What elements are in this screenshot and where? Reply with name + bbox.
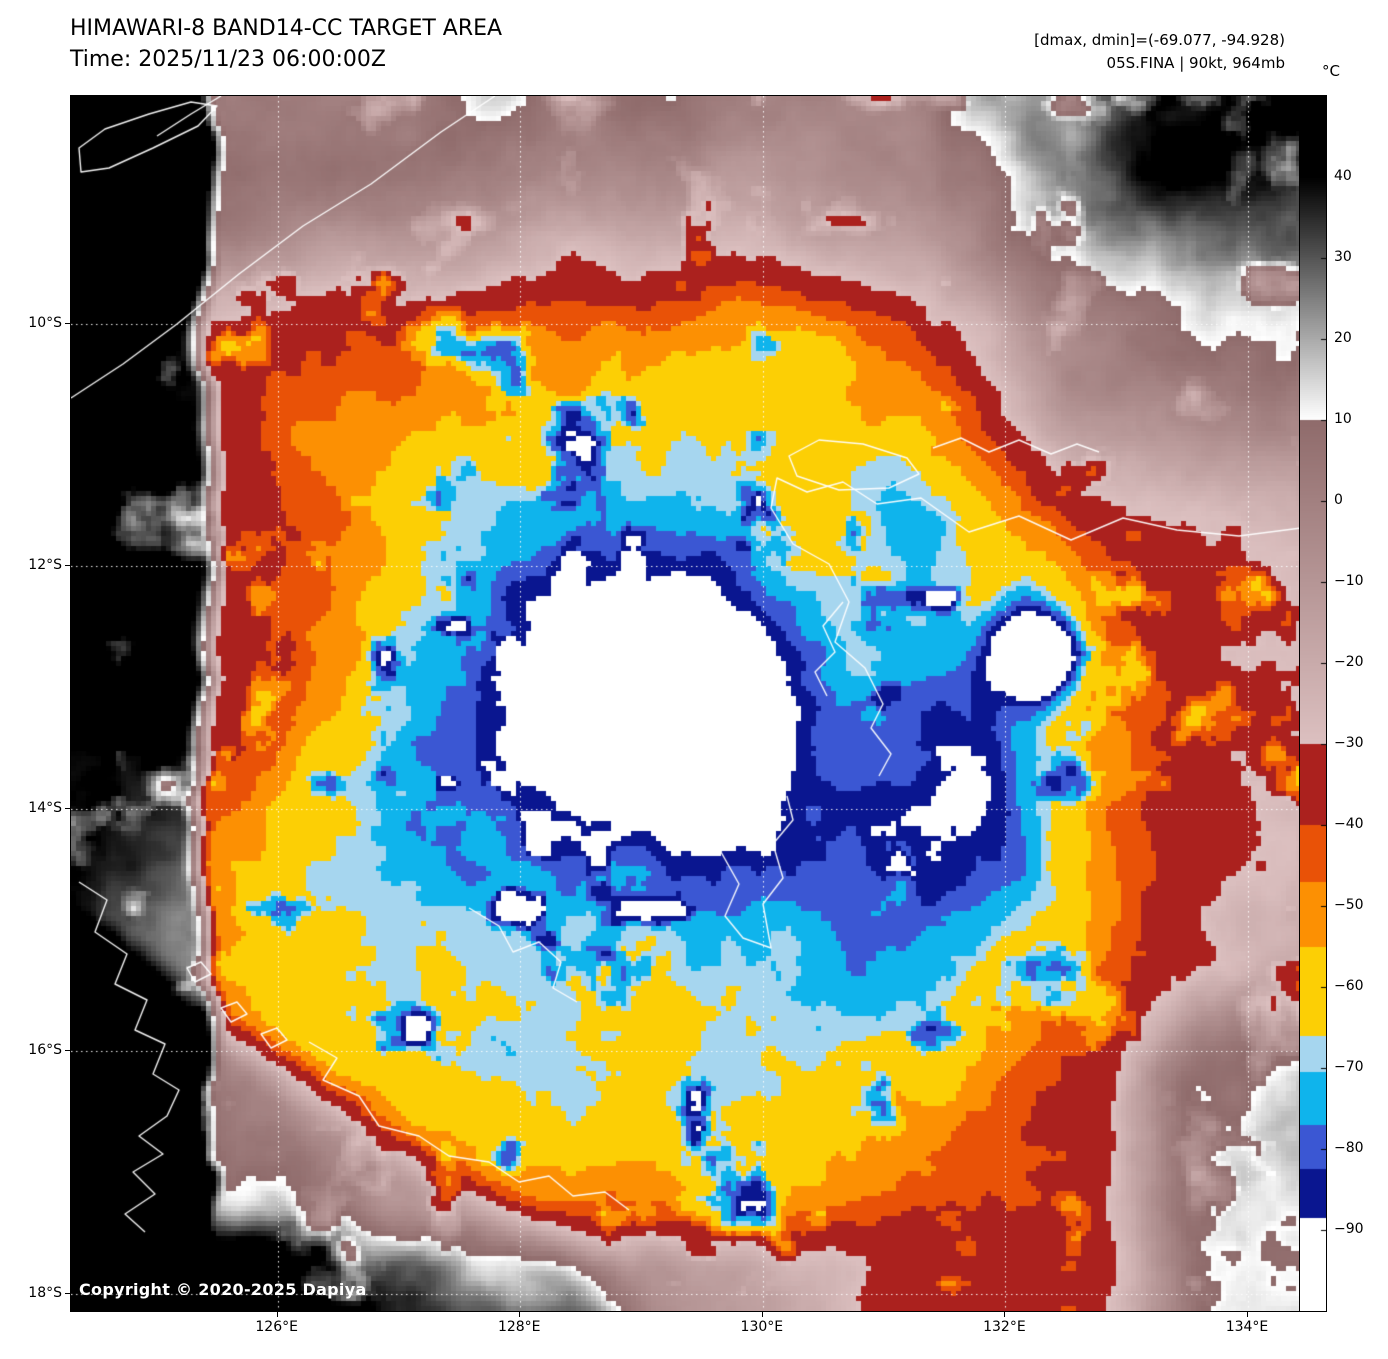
lon-tick-label: 128°E <box>497 1319 541 1335</box>
colorbar-tick-label: −10 <box>1334 573 1364 589</box>
lat-tick-label: 12°S <box>28 557 62 574</box>
lat-tick-mark <box>65 565 70 566</box>
colorbar-tick-label: 10 <box>1334 411 1352 427</box>
copyright-watermark: Copyright © 2020-2025 Dapiya <box>79 1280 367 1299</box>
lat-tick-label: 14°S <box>28 799 62 816</box>
colorbar-tick-label: −20 <box>1334 654 1364 670</box>
timestamp: Time: 2025/11/23 06:00:00Z <box>70 47 386 72</box>
lon-tick-label: 134°E <box>1225 1319 1269 1335</box>
colorbar-tick-label: 0 <box>1334 492 1343 508</box>
colorbar-tick-label: −70 <box>1334 1059 1364 1075</box>
lon-tick-mark <box>762 1312 763 1317</box>
colorbar-tick-label: 40 <box>1334 168 1352 184</box>
lon-tick-label: 132°E <box>983 1319 1026 1335</box>
colorbar <box>1299 95 1327 1312</box>
lat-tick-mark <box>65 1050 70 1051</box>
lat-tick-mark <box>65 808 70 809</box>
colorbar-tick-label: 20 <box>1334 330 1352 346</box>
lon-tick-mark <box>277 1312 278 1317</box>
page-title: HIMAWARI-8 BAND14-CC TARGET AREA <box>70 16 503 41</box>
satellite-map: Copyright © 2020-2025 Dapiya <box>70 95 1302 1312</box>
colorbar-tick-label: 30 <box>1334 249 1352 265</box>
lat-tick-mark <box>65 323 70 324</box>
colorbar-tick-label: −60 <box>1334 978 1364 994</box>
colorbar-canvas <box>1300 96 1326 1311</box>
lon-tick-label: 126°E <box>255 1319 298 1335</box>
lat-tick-label: 18°S <box>28 1284 62 1301</box>
lon-tick-mark <box>1004 1312 1005 1317</box>
dmax-dmin-annotation: [dmax, dmin]=(-69.077, -94.928) <box>1034 31 1285 49</box>
colorbar-tick-label: −50 <box>1334 897 1364 913</box>
lon-tick-label: 130°E <box>740 1319 784 1335</box>
lat-tick-label: 16°S <box>28 1042 62 1059</box>
colorbar-tick-label: −40 <box>1334 816 1364 832</box>
lon-tick-mark <box>519 1312 520 1317</box>
lon-tick-mark <box>1247 1312 1248 1317</box>
colorbar-tick-label: −80 <box>1334 1140 1364 1156</box>
lat-tick-label: 10°S <box>28 314 62 331</box>
storm-intensity-annotation: 05S.FINA | 90kt, 964mb <box>1106 54 1285 72</box>
colorbar-tick-label: −90 <box>1334 1221 1364 1237</box>
satellite-image-canvas <box>71 96 1301 1311</box>
lat-tick-mark <box>65 1293 70 1294</box>
colorbar-unit-label: °C <box>1322 62 1340 80</box>
colorbar-tick-label: −30 <box>1334 735 1364 751</box>
